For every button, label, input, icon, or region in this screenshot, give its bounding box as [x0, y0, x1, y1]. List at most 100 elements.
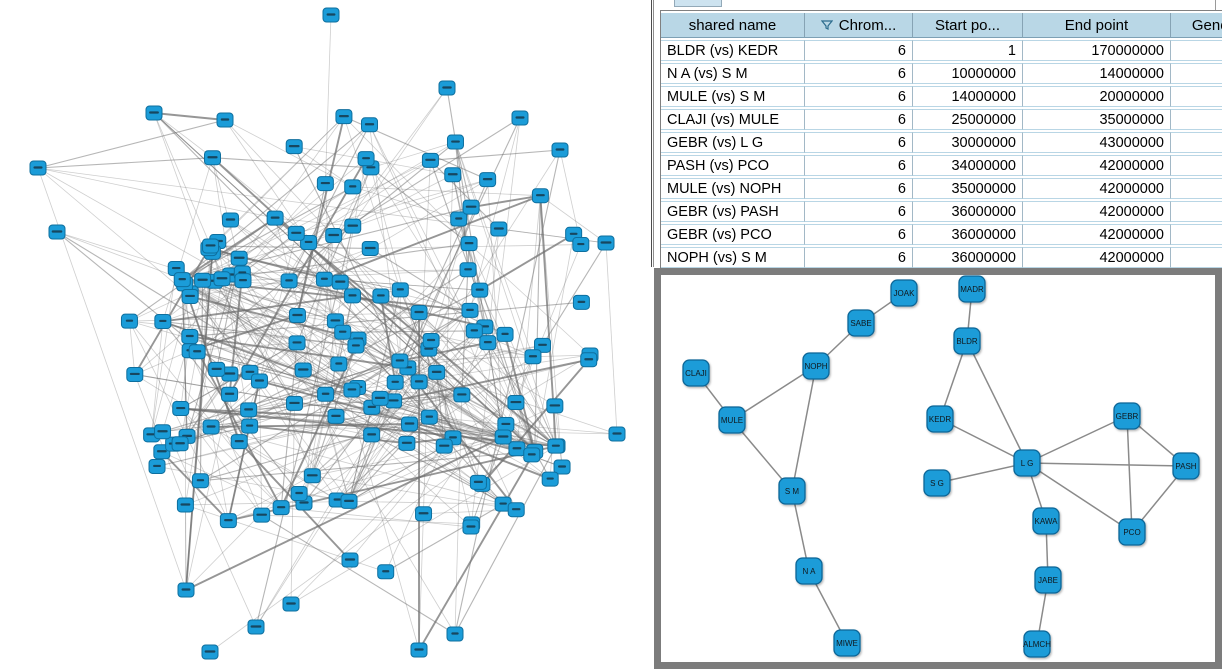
- network-node[interactable]: [176, 497, 194, 513]
- network-node[interactable]: [479, 172, 497, 188]
- network-node[interactable]: [315, 271, 333, 287]
- table-cell[interactable]: 36000000: [913, 224, 1023, 245]
- table-cell[interactable]: 6: [805, 63, 913, 84]
- network-node[interactable]: [202, 419, 220, 435]
- network-node[interactable]: [266, 210, 284, 226]
- network-node[interactable]: [194, 272, 212, 288]
- network-node[interactable]: [188, 344, 206, 360]
- subnetwork-node-BLDR[interactable]: BLDR: [953, 327, 981, 355]
- network-node[interactable]: [391, 353, 409, 369]
- column-header-genetic[interactable]: Genetic...: [1171, 13, 1222, 38]
- network-node[interactable]: [287, 225, 305, 241]
- table-cell[interactable]: 10.5: [1171, 178, 1222, 199]
- network-node[interactable]: [461, 302, 479, 318]
- network-node[interactable]: [572, 237, 590, 253]
- main-network-canvas[interactable]: [0, 0, 653, 669]
- network-node[interactable]: [511, 110, 529, 126]
- network-node[interactable]: [531, 188, 549, 204]
- table-cell[interactable]: 8.4: [1171, 224, 1222, 245]
- network-node[interactable]: [580, 352, 598, 368]
- network-node[interactable]: [181, 288, 199, 304]
- network-node[interactable]: [398, 435, 416, 451]
- node-shape[interactable]: [1023, 630, 1051, 658]
- subnetwork-node-SM[interactable]: S M: [778, 477, 806, 505]
- node-shape[interactable]: [923, 469, 951, 497]
- network-node[interactable]: [48, 224, 66, 240]
- network-node[interactable]: [247, 619, 265, 635]
- table-cell[interactable]: 6: [805, 224, 913, 245]
- network-node[interactable]: [253, 507, 271, 523]
- subnetwork-node-MIWE[interactable]: MIWE: [833, 629, 861, 657]
- node-shape[interactable]: [958, 275, 986, 303]
- network-node[interactable]: [330, 356, 348, 372]
- table-cell[interactable]: GEBR (vs) L G: [661, 132, 805, 153]
- table-cell[interactable]: 42000000: [1023, 247, 1171, 268]
- network-node[interactable]: [534, 337, 552, 353]
- network-node[interactable]: [446, 626, 464, 642]
- network-node[interactable]: [177, 582, 195, 598]
- table-cell[interactable]: 14000000: [913, 86, 1023, 107]
- network-node[interactable]: [507, 502, 525, 518]
- network-node[interactable]: [344, 218, 362, 234]
- table-cell[interactable]: 34000000: [913, 155, 1023, 176]
- network-node[interactable]: [290, 485, 308, 501]
- network-node[interactable]: [391, 282, 409, 298]
- network-node[interactable]: [303, 468, 321, 484]
- network-node[interactable]: [343, 382, 361, 398]
- network-node[interactable]: [469, 474, 487, 490]
- subnetwork-node-SG[interactable]: S G: [923, 469, 951, 497]
- network-node[interactable]: [272, 500, 290, 516]
- node-shape[interactable]: [890, 279, 918, 307]
- network-node[interactable]: [173, 272, 191, 288]
- column-header-endpoint[interactable]: End point: [1023, 13, 1171, 38]
- network-node[interactable]: [410, 374, 428, 390]
- table-cell[interactable]: 8.9: [1171, 201, 1222, 222]
- table-cell[interactable]: 16.9: [1171, 132, 1222, 153]
- network-node[interactable]: [523, 447, 541, 463]
- column-header-sharedname[interactable]: shared name: [661, 13, 805, 38]
- subnetwork-canvas[interactable]: JOAK MADR SABE BLDR NOPH CLAJI MULE KEDR GEBR L G…: [661, 275, 1215, 662]
- network-node[interactable]: [377, 564, 395, 580]
- network-node[interactable]: [280, 273, 298, 289]
- node-shape[interactable]: [795, 557, 823, 585]
- node-shape[interactable]: [926, 405, 954, 433]
- node-shape[interactable]: [1118, 518, 1146, 546]
- network-node[interactable]: [465, 323, 483, 339]
- network-node[interactable]: [462, 519, 480, 535]
- network-node[interactable]: [300, 234, 318, 250]
- network-node[interactable]: [372, 288, 390, 304]
- table-cell[interactable]: 9.9: [1171, 247, 1222, 268]
- table-cell[interactable]: 11.4: [1171, 155, 1222, 176]
- network-node[interactable]: [221, 212, 239, 228]
- subnetwork-node-NOPH[interactable]: NOPH: [802, 352, 830, 380]
- network-node[interactable]: [508, 441, 526, 457]
- network-node[interactable]: [496, 326, 514, 342]
- table-cell[interactable]: 6: [805, 86, 913, 107]
- network-node[interactable]: [422, 333, 440, 349]
- node-shape[interactable]: [1034, 566, 1062, 594]
- main-network-view[interactable]: [0, 0, 653, 669]
- table-cell[interactable]: 14000000: [1023, 63, 1171, 84]
- network-node[interactable]: [234, 273, 252, 289]
- table-cell[interactable]: N A (vs) S M: [661, 63, 805, 84]
- node-shape[interactable]: [1113, 402, 1141, 430]
- table-cell[interactable]: 42000000: [1023, 201, 1171, 222]
- subnetwork-node-JABE[interactable]: JABE: [1034, 566, 1062, 594]
- table-cell[interactable]: 192.0: [1171, 40, 1222, 61]
- network-node[interactable]: [126, 366, 144, 382]
- network-node[interactable]: [325, 227, 343, 243]
- network-node[interactable]: [462, 199, 480, 215]
- table-cell[interactable]: BLDR (vs) KEDR: [661, 40, 805, 61]
- network-node[interactable]: [219, 513, 237, 529]
- network-node[interactable]: [497, 416, 515, 432]
- table-cell[interactable]: 6: [805, 109, 913, 130]
- table-cell[interactable]: 42000000: [1023, 178, 1171, 199]
- table-cell[interactable]: 6: [805, 155, 913, 176]
- subnetwork-node-JOAK[interactable]: JOAK: [890, 279, 918, 307]
- network-node[interactable]: [335, 109, 353, 125]
- network-node[interactable]: [386, 374, 404, 390]
- network-node[interactable]: [208, 361, 226, 377]
- network-node[interactable]: [347, 338, 365, 354]
- network-node[interactable]: [230, 250, 248, 266]
- table-cell[interactable]: 36000000: [913, 201, 1023, 222]
